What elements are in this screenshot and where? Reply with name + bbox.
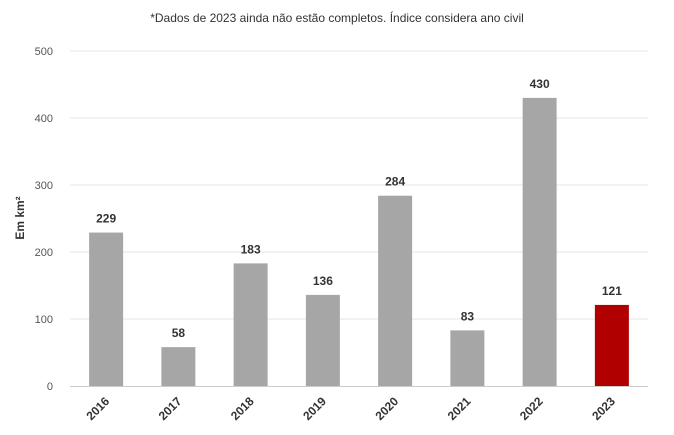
data-label-2020: 284 xyxy=(385,175,405,189)
bar-2020 xyxy=(378,195,413,386)
x-tick-label-2019: 2019 xyxy=(300,394,329,423)
data-label-2023: 121 xyxy=(602,284,622,298)
bar-2018 xyxy=(233,263,268,386)
x-tick-label-2022: 2022 xyxy=(517,394,546,423)
y-tick-label: 200 xyxy=(35,247,53,259)
bar-2023 xyxy=(594,304,629,386)
y-tick-label: 400 xyxy=(35,113,53,125)
bar-2021 xyxy=(450,330,485,386)
gridlines xyxy=(70,50,648,320)
data-label-2016: 229 xyxy=(96,212,116,226)
data-label-2018: 183 xyxy=(241,242,261,256)
chart-note: *Dados de 2023 ainda não estão completos… xyxy=(150,10,524,25)
y-tick-label: 0 xyxy=(47,381,53,393)
y-axis-ticks: 0 100 200 300 400 500 xyxy=(35,46,53,393)
data-label-2017: 58 xyxy=(172,326,186,340)
bar-2022 xyxy=(522,97,557,387)
y-tick-label: 300 xyxy=(35,180,53,192)
x-axis-ticks: 2016 2017 2018 2019 2020 2021 2022 2023 xyxy=(83,394,618,423)
y-tick-label: 500 xyxy=(35,46,53,58)
bar-2016 xyxy=(89,232,124,386)
data-labels: 229 58 183 136 284 83 430 121 xyxy=(96,77,622,340)
bars xyxy=(89,97,629,387)
x-tick-label-2020: 2020 xyxy=(372,394,401,423)
x-tick-label-2016: 2016 xyxy=(83,394,112,423)
x-tick-label-2017: 2017 xyxy=(156,394,185,423)
data-label-2022: 430 xyxy=(530,77,550,91)
x-tick-label-2018: 2018 xyxy=(228,394,257,423)
x-tick-label-2023: 2023 xyxy=(589,394,618,423)
bar-2019 xyxy=(305,294,340,386)
y-axis-label: Em km² xyxy=(13,196,27,239)
data-label-2019: 136 xyxy=(313,274,333,288)
bar-2017 xyxy=(161,347,196,386)
data-label-2021: 83 xyxy=(461,309,475,323)
y-tick-label: 100 xyxy=(35,314,53,326)
x-tick-label-2021: 2021 xyxy=(445,394,474,423)
